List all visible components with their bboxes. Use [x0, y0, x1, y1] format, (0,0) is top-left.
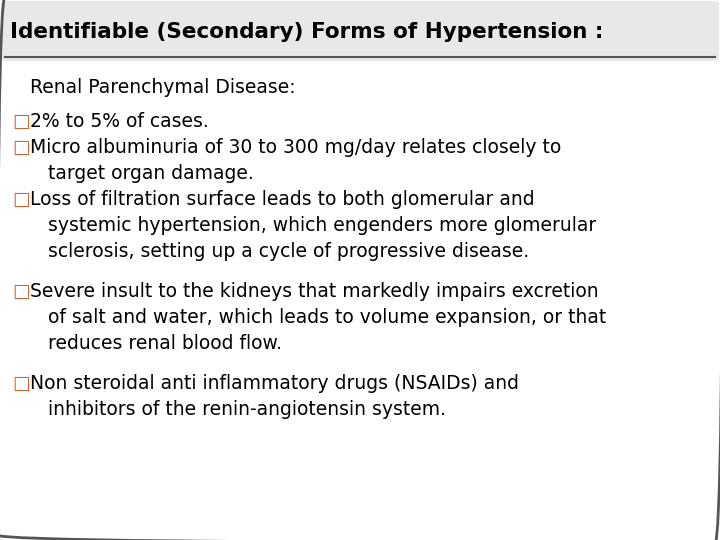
Text: 2% to 5% of cases.: 2% to 5% of cases.	[30, 112, 209, 131]
Text: □: □	[12, 112, 30, 131]
Text: inhibitors of the renin-angiotensin system.: inhibitors of the renin-angiotensin syst…	[48, 400, 446, 419]
Text: Loss of filtration surface leads to both glomerular and: Loss of filtration surface leads to both…	[30, 190, 535, 209]
Text: systemic hypertension, which engenders more glomerular: systemic hypertension, which engenders m…	[48, 216, 596, 235]
Text: Micro albuminuria of 30 to 300 mg/day relates closely to: Micro albuminuria of 30 to 300 mg/day re…	[30, 138, 562, 157]
Text: sclerosis, setting up a cycle of progressive disease.: sclerosis, setting up a cycle of progres…	[48, 242, 529, 261]
Text: target organ damage.: target organ damage.	[48, 164, 253, 183]
Text: Severe insult to the kidneys that markedly impairs excretion: Severe insult to the kidneys that marked…	[30, 282, 598, 301]
Text: Non steroidal anti inflammatory drugs (NSAIDs) and: Non steroidal anti inflammatory drugs (N…	[30, 374, 519, 393]
Text: Identifiable (Secondary) Forms of Hypertension :: Identifiable (Secondary) Forms of Hypert…	[10, 22, 603, 42]
Text: □: □	[12, 190, 30, 209]
Text: Renal Parenchymal Disease:: Renal Parenchymal Disease:	[18, 78, 296, 97]
Text: □: □	[12, 282, 30, 301]
Text: □: □	[12, 138, 30, 157]
Text: of salt and water, which leads to volume expansion, or that: of salt and water, which leads to volume…	[48, 308, 606, 327]
FancyBboxPatch shape	[1, 1, 719, 61]
Text: reduces renal blood flow.: reduces renal blood flow.	[48, 334, 282, 353]
Text: □: □	[12, 374, 30, 393]
